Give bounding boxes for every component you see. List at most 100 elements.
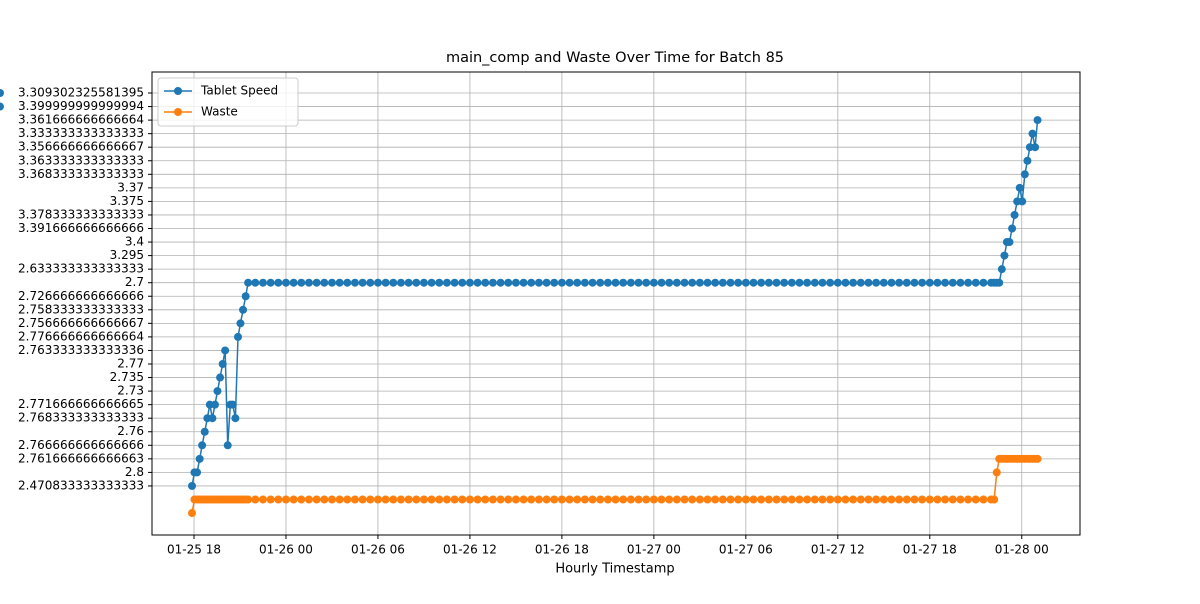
data-point xyxy=(389,278,398,287)
data-point xyxy=(208,414,217,423)
data-point xyxy=(688,278,697,287)
data-point xyxy=(233,332,242,341)
data-point xyxy=(902,495,911,504)
data-point xyxy=(435,278,444,287)
data-point xyxy=(772,495,781,504)
data-point xyxy=(481,278,490,287)
data-point xyxy=(435,495,444,504)
data-point xyxy=(251,278,260,287)
data-point xyxy=(188,481,197,490)
data-point xyxy=(358,278,367,287)
data-point xyxy=(910,278,919,287)
data-point xyxy=(320,278,329,287)
data-point xyxy=(764,278,773,287)
data-point xyxy=(223,441,232,450)
data-point xyxy=(312,495,321,504)
data-point xyxy=(864,278,873,287)
x-tick-label: 01-27 06 xyxy=(719,543,773,557)
data-point xyxy=(573,278,582,287)
data-point xyxy=(596,495,605,504)
y-tick-label: 2.73 xyxy=(117,384,144,398)
y-tick-label: 3.333333333333333 xyxy=(18,126,144,140)
x-tick-label: 01-26 00 xyxy=(259,543,313,557)
data-point xyxy=(895,495,904,504)
y-tick-label: 3.363333333333333 xyxy=(18,153,144,167)
x-tick-label: 01-28 00 xyxy=(995,543,1049,557)
y-tick-label: 2.761666666666663 xyxy=(18,451,144,465)
data-point xyxy=(895,278,904,287)
data-point xyxy=(619,278,628,287)
legend-marker xyxy=(174,108,182,116)
data-point xyxy=(1028,129,1037,138)
data-point xyxy=(281,495,290,504)
data-point xyxy=(826,278,835,287)
y-tick-label: 3.295 xyxy=(110,248,144,262)
y-tick-label: 2.758333333333333 xyxy=(18,302,144,316)
data-point xyxy=(642,278,651,287)
data-point xyxy=(504,495,513,504)
data-point xyxy=(312,278,321,287)
data-point xyxy=(772,278,781,287)
data-point xyxy=(527,278,536,287)
data-point xyxy=(258,278,267,287)
data-point xyxy=(718,495,727,504)
data-point xyxy=(810,278,819,287)
series-line xyxy=(191,120,1039,487)
data-point xyxy=(856,278,865,287)
data-point xyxy=(680,495,689,504)
data-point xyxy=(450,278,459,287)
y-tick-label: 3.368333333333333 xyxy=(18,167,144,181)
data-point xyxy=(749,278,758,287)
data-point xyxy=(925,278,934,287)
data-point xyxy=(427,278,436,287)
x-axis-label: Hourly Timestamp xyxy=(555,562,674,577)
data-point xyxy=(304,495,313,504)
data-point xyxy=(995,278,1004,287)
y-tick-label: 2.771666666666665 xyxy=(18,397,144,411)
data-point xyxy=(511,495,520,504)
data-point xyxy=(734,495,743,504)
data-point xyxy=(764,495,773,504)
data-point xyxy=(856,495,865,504)
y-tick-label: 2.76 xyxy=(117,424,144,438)
x-tick-label: 01-26 12 xyxy=(443,543,497,557)
data-point xyxy=(550,495,559,504)
data-point xyxy=(473,495,482,504)
data-point xyxy=(680,278,689,287)
data-point xyxy=(1033,116,1042,125)
data-point xyxy=(412,278,421,287)
data-point xyxy=(1033,454,1042,463)
data-point xyxy=(297,495,306,504)
data-point xyxy=(956,495,965,504)
data-point xyxy=(1018,197,1027,206)
data-point xyxy=(389,495,398,504)
data-point xyxy=(910,495,919,504)
data-point xyxy=(649,495,658,504)
data-point xyxy=(1010,210,1019,219)
data-point xyxy=(550,278,559,287)
legend-label: Tablet Speed xyxy=(200,84,278,98)
data-point xyxy=(611,495,620,504)
data-point xyxy=(0,89,4,98)
data-point xyxy=(1031,143,1040,152)
x-tick-label: 01-27 18 xyxy=(903,543,957,557)
data-point xyxy=(0,102,4,111)
y-tick-label: 3.378333333333333 xyxy=(18,207,144,221)
data-point xyxy=(281,278,290,287)
data-point xyxy=(218,360,227,369)
data-point xyxy=(971,495,980,504)
data-point xyxy=(1008,224,1017,233)
data-point xyxy=(228,400,237,409)
data-point xyxy=(343,278,352,287)
data-point xyxy=(672,495,681,504)
data-point xyxy=(780,495,789,504)
y-tick-label: 3.309302325581395 xyxy=(18,86,144,100)
data-point xyxy=(603,495,612,504)
data-point xyxy=(213,387,222,396)
data-point xyxy=(780,278,789,287)
data-point xyxy=(971,278,980,287)
x-tick-label: 01-26 06 xyxy=(351,543,405,557)
data-point xyxy=(649,278,658,287)
data-point xyxy=(465,278,474,287)
data-point xyxy=(188,509,197,518)
